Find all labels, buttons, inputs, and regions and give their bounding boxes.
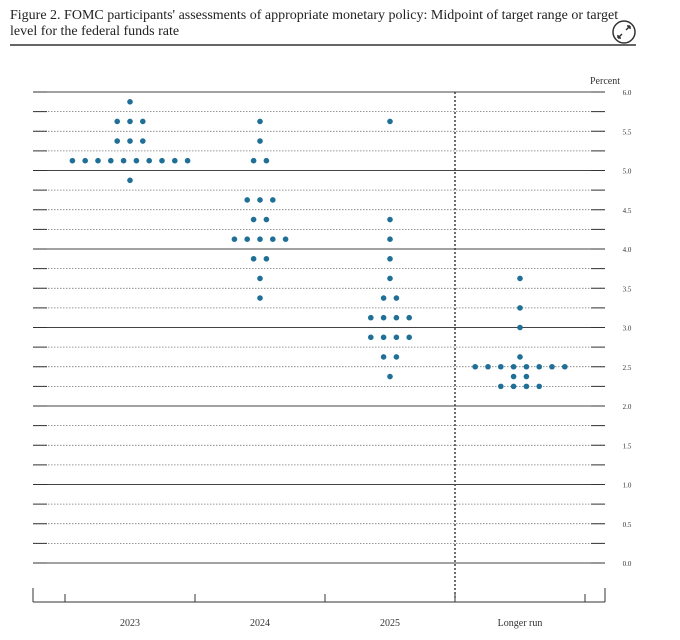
x-tick-label: 2025 (380, 618, 400, 629)
dot (368, 334, 374, 341)
dot (406, 314, 413, 321)
dot (114, 118, 120, 125)
dot (257, 295, 263, 301)
x-tick-label: Longer run (498, 618, 543, 629)
dot (498, 383, 504, 390)
dot (127, 118, 133, 125)
dot (406, 334, 413, 341)
y-tick-label: 0.0 (623, 560, 632, 568)
dot (387, 118, 393, 125)
dot (257, 236, 263, 242)
dot (517, 275, 523, 282)
dot (562, 363, 568, 370)
y-tick-label: 3.5 (623, 285, 632, 293)
dot (380, 295, 387, 301)
dot (523, 383, 530, 390)
dot (231, 236, 238, 242)
dot (498, 363, 504, 370)
dot (172, 157, 178, 164)
dot (263, 157, 270, 164)
dot (140, 138, 146, 144)
dot (95, 157, 101, 164)
y-tick-label: 0.5 (623, 521, 632, 529)
dot (510, 383, 517, 390)
chart-title: Figure 2. FOMC participants' assessments… (10, 8, 619, 39)
dot (270, 236, 276, 242)
dot (380, 314, 387, 321)
dot (69, 157, 76, 164)
x-tick-label: 2024 (250, 618, 270, 629)
dot (184, 157, 191, 164)
dot (549, 363, 555, 370)
expand-icon[interactable] (617, 25, 631, 39)
y-tick-label: 6.0 (623, 89, 632, 97)
dot (244, 197, 250, 203)
dot (393, 354, 400, 360)
expand-circle[interactable] (612, 20, 636, 44)
dot (472, 363, 479, 370)
dot (393, 295, 400, 301)
y-tick-label: 5.0 (623, 168, 632, 176)
y-tick-label: 2.5 (623, 364, 632, 372)
dot (380, 334, 387, 341)
dot (127, 177, 133, 184)
dot (250, 157, 257, 164)
dot (387, 373, 393, 380)
dot (536, 383, 542, 390)
dot (127, 138, 133, 144)
dot (282, 236, 289, 242)
dot (517, 305, 523, 311)
y-tick-label: 4.5 (623, 207, 632, 215)
title-box: Figure 2. FOMC participants' assessments… (10, 8, 619, 39)
expand-button[interactable] (612, 20, 636, 44)
dot (127, 99, 133, 105)
dot (263, 216, 270, 223)
dot (485, 363, 491, 370)
dot (523, 363, 530, 370)
dot (140, 118, 146, 125)
dot (114, 138, 120, 144)
dot (517, 354, 523, 360)
dot (159, 157, 165, 164)
dot (393, 314, 400, 321)
dot (257, 138, 263, 144)
dot (250, 256, 257, 262)
dot (244, 236, 250, 242)
dot (523, 373, 530, 380)
dot (510, 363, 517, 370)
dot (263, 256, 270, 262)
y-tick-label: 3.0 (623, 325, 632, 333)
dot (387, 275, 393, 282)
dot (250, 216, 257, 223)
dot (510, 373, 517, 380)
dot (108, 157, 114, 164)
dot (368, 314, 374, 321)
x-tick-label: 2023 (120, 618, 140, 629)
dot (387, 216, 393, 223)
dot (82, 157, 88, 164)
y-tick-label: 2.0 (623, 403, 632, 411)
y-tick-label: 5.5 (623, 128, 632, 136)
y-tick-label: 1.0 (623, 482, 632, 490)
dot (387, 256, 393, 262)
dot (257, 118, 263, 125)
dot (393, 334, 400, 341)
dot (146, 157, 152, 164)
dot (133, 157, 140, 164)
y-axis-label: Percent (590, 76, 620, 87)
dot (536, 363, 542, 370)
y-tick-label: 1.5 (623, 442, 632, 450)
dot (257, 197, 263, 203)
dot (517, 324, 523, 331)
dot (380, 354, 387, 360)
dot (387, 236, 393, 242)
dot (270, 197, 276, 203)
dot (120, 157, 127, 164)
dot (257, 275, 263, 282)
y-tick-label: 4.0 (623, 246, 632, 254)
